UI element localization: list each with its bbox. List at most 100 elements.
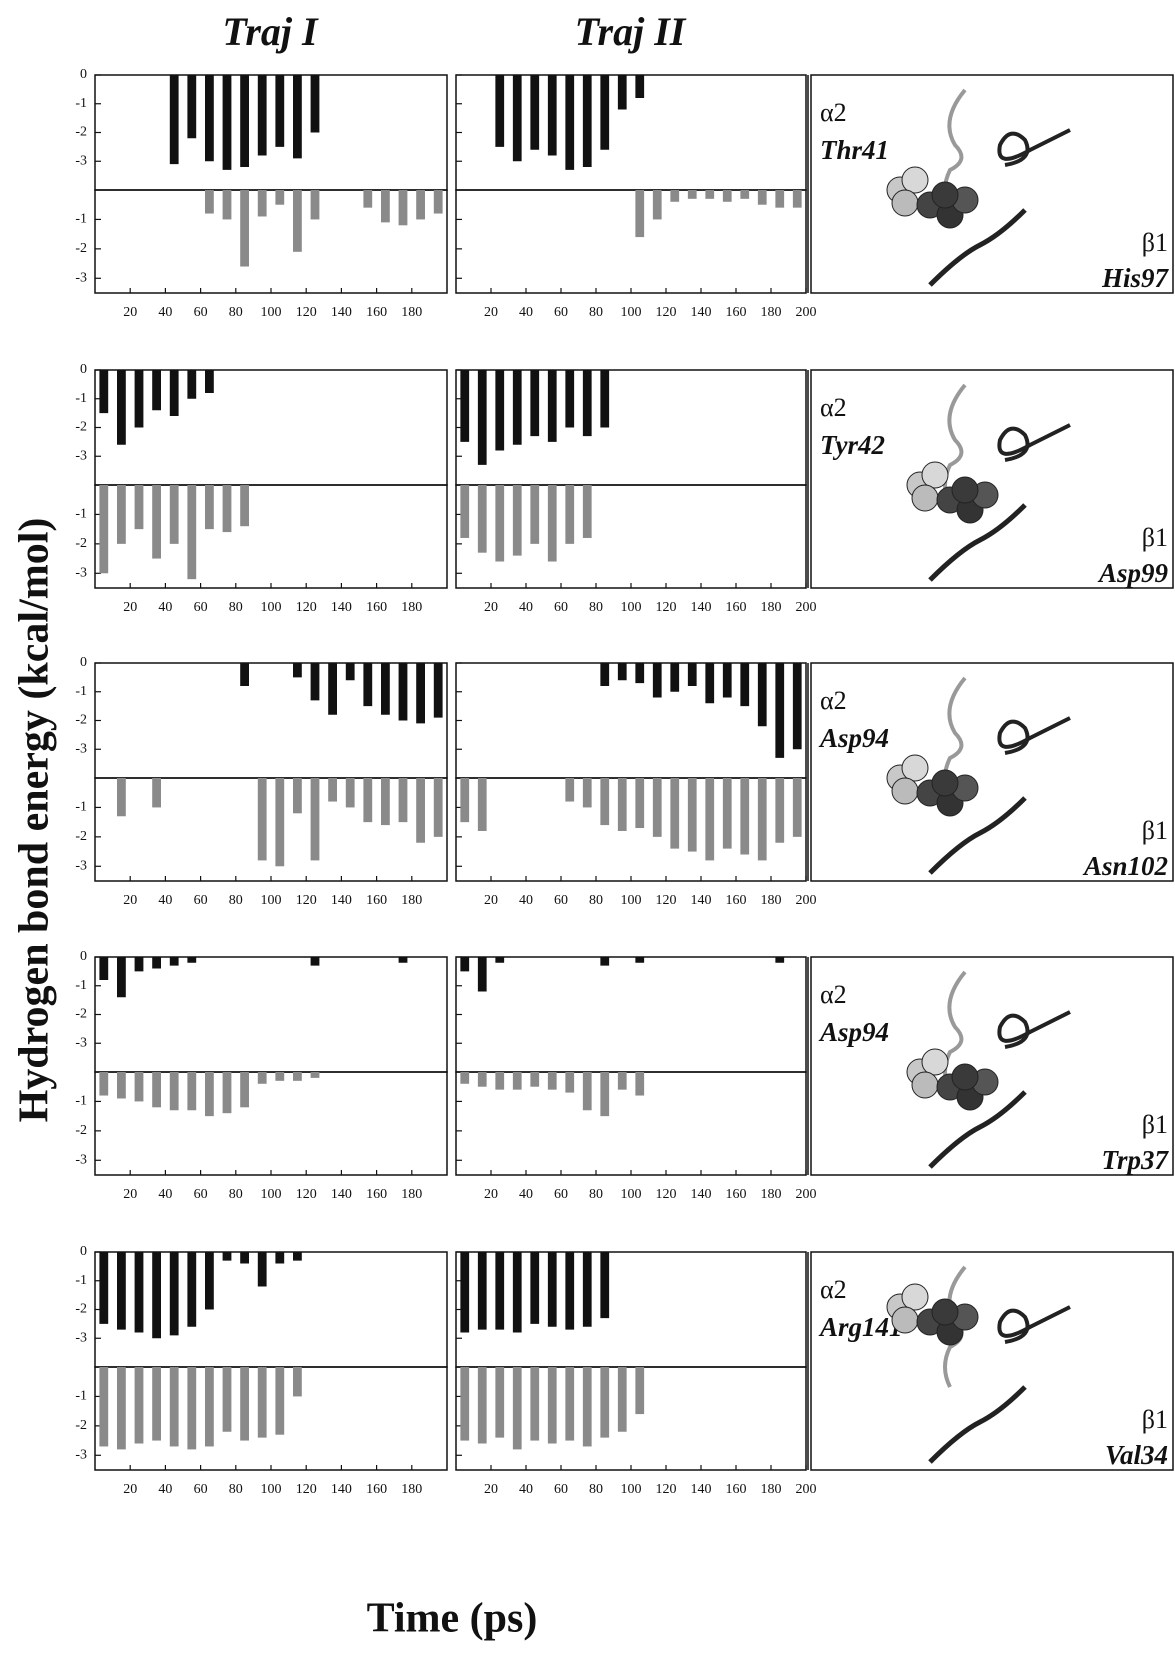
x-tick-label: 140: [331, 1482, 352, 1497]
bar: [617, 778, 627, 831]
bar: [582, 778, 592, 808]
bar: [152, 1072, 161, 1108]
plot-frame: [455, 662, 807, 779]
y-tick-label: 0: [80, 1244, 87, 1259]
plot-frame: [455, 484, 807, 589]
atom: [901, 1283, 929, 1311]
plot-frame: [94, 369, 448, 486]
x-tick-label: 140: [331, 305, 352, 320]
bar: [275, 75, 285, 147]
bar: [293, 663, 302, 678]
bar: [792, 663, 802, 750]
bar: [740, 778, 750, 855]
bar: [670, 778, 680, 849]
chain-label: α2: [820, 1275, 847, 1304]
x-tick-label: 20: [123, 893, 137, 908]
x-tick-label: 40: [158, 1482, 172, 1497]
bar: [565, 75, 575, 170]
x-tick-label: 120: [656, 600, 677, 615]
bar: [617, 663, 627, 681]
bar: [310, 663, 320, 701]
plot-frame: [455, 777, 807, 882]
x-tick-label: 180: [761, 600, 782, 615]
x-tick-label: 20: [123, 600, 137, 615]
bar: [582, 75, 592, 167]
bar: [99, 1252, 109, 1324]
residue-label: Arg141: [818, 1312, 903, 1342]
x-tick-label: 140: [331, 1187, 352, 1202]
bar: [222, 485, 232, 533]
bar: [652, 663, 662, 698]
chain-label: α2: [820, 686, 847, 715]
x-tick-label: 140: [691, 893, 712, 908]
bar: [257, 75, 267, 156]
x-tick-label: 60: [194, 600, 208, 615]
y-tick-label: -2: [75, 713, 87, 728]
atom: [911, 484, 939, 512]
bar: [722, 663, 732, 698]
x-tick-label: 80: [229, 1187, 243, 1202]
ribbon: [928, 208, 1027, 287]
x-tick-label: 20: [123, 305, 137, 320]
bar: [652, 778, 662, 837]
bar: [582, 1072, 592, 1111]
bar: [740, 190, 750, 199]
x-tick-label: 180: [401, 893, 422, 908]
x-tick-label: 160: [366, 1187, 387, 1202]
bar: [477, 957, 487, 992]
y-tick-label: -2: [75, 1418, 87, 1433]
atom: [901, 754, 929, 782]
x-tick-label: 40: [158, 600, 172, 615]
atom: [891, 1306, 919, 1334]
y-tick-label: -2: [75, 1123, 87, 1138]
atom: [931, 1298, 959, 1326]
bar: [293, 778, 302, 814]
atom: [891, 189, 919, 217]
x-tick-label: 120: [296, 1482, 317, 1497]
x-tick-label: 60: [554, 1482, 568, 1497]
bar: [152, 485, 161, 559]
bar: [512, 1072, 522, 1090]
bar: [582, 485, 592, 538]
bar: [398, 663, 408, 721]
bar: [310, 957, 320, 966]
x-tick-label: 60: [194, 893, 208, 908]
bar: [547, 1252, 557, 1327]
bar: [293, 1252, 302, 1261]
x-tick-label: 160: [366, 305, 387, 320]
y-tick-label: -1: [75, 1389, 87, 1404]
bar: [600, 663, 610, 686]
bar: [222, 1072, 232, 1114]
bar: [222, 75, 232, 170]
bar: [757, 190, 767, 205]
x-tick-label: 20: [484, 1482, 498, 1497]
bar: [705, 190, 715, 199]
bar: [775, 190, 785, 208]
x-tick-label: 120: [296, 1187, 317, 1202]
bar: [512, 370, 522, 445]
bar: [477, 1072, 487, 1087]
bar: [275, 778, 285, 867]
bar: [134, 1072, 144, 1102]
bar: [310, 778, 320, 861]
bar: [398, 957, 408, 963]
atom: [931, 181, 959, 209]
atom: [921, 1048, 949, 1076]
bar: [477, 1367, 487, 1444]
chain-label: α2: [820, 980, 847, 1009]
y-tick-label: -1: [75, 96, 87, 111]
plot-frame: [94, 189, 448, 294]
x-tick-label: 20: [484, 893, 498, 908]
y-tick-label: -3: [75, 271, 87, 286]
bar: [460, 485, 470, 538]
bar: [547, 1072, 557, 1090]
bar: [99, 1072, 109, 1096]
bar: [117, 957, 126, 998]
y-tick-label: -1: [75, 1094, 87, 1109]
bar: [345, 663, 355, 681]
bar: [240, 663, 249, 686]
chain-label: β1: [1142, 816, 1168, 845]
x-tick-label: 100: [621, 1187, 642, 1202]
bar: [293, 1367, 302, 1397]
bar: [117, 1252, 126, 1330]
